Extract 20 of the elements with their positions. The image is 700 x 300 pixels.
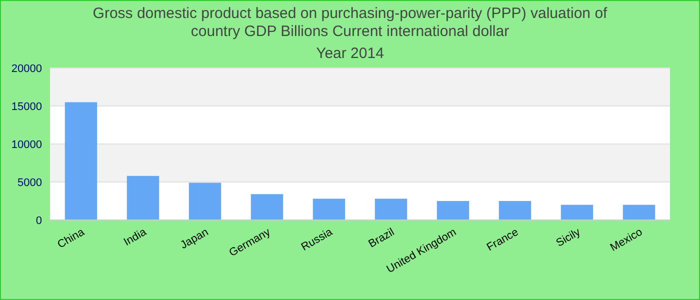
y-tick-label: 15000 <box>11 100 42 113</box>
chart-title: Gross domestic product based on purchasing-power-parity (PPP) valuation of country GDP Billions Current international dollar <box>92 5 608 40</box>
x-tick-label: Sicily <box>554 226 583 250</box>
bar <box>374 198 408 220</box>
y-tick-label: 5000 <box>18 176 42 189</box>
y-tick-label: 20000 <box>11 62 42 75</box>
bar <box>622 204 656 220</box>
x-tick-label: India <box>122 226 150 249</box>
bar <box>498 201 532 220</box>
bar <box>312 198 346 220</box>
bar <box>436 201 470 220</box>
chart-subtitle: Year 2014 <box>316 45 384 62</box>
bar <box>126 176 160 220</box>
x-tick-label: China <box>56 226 88 251</box>
bar <box>64 102 98 220</box>
bar <box>560 204 594 220</box>
y-tick-label: 10000 <box>11 138 42 151</box>
bar <box>250 194 284 220</box>
y-tick-label: 0 <box>36 214 42 227</box>
bar <box>188 182 222 220</box>
